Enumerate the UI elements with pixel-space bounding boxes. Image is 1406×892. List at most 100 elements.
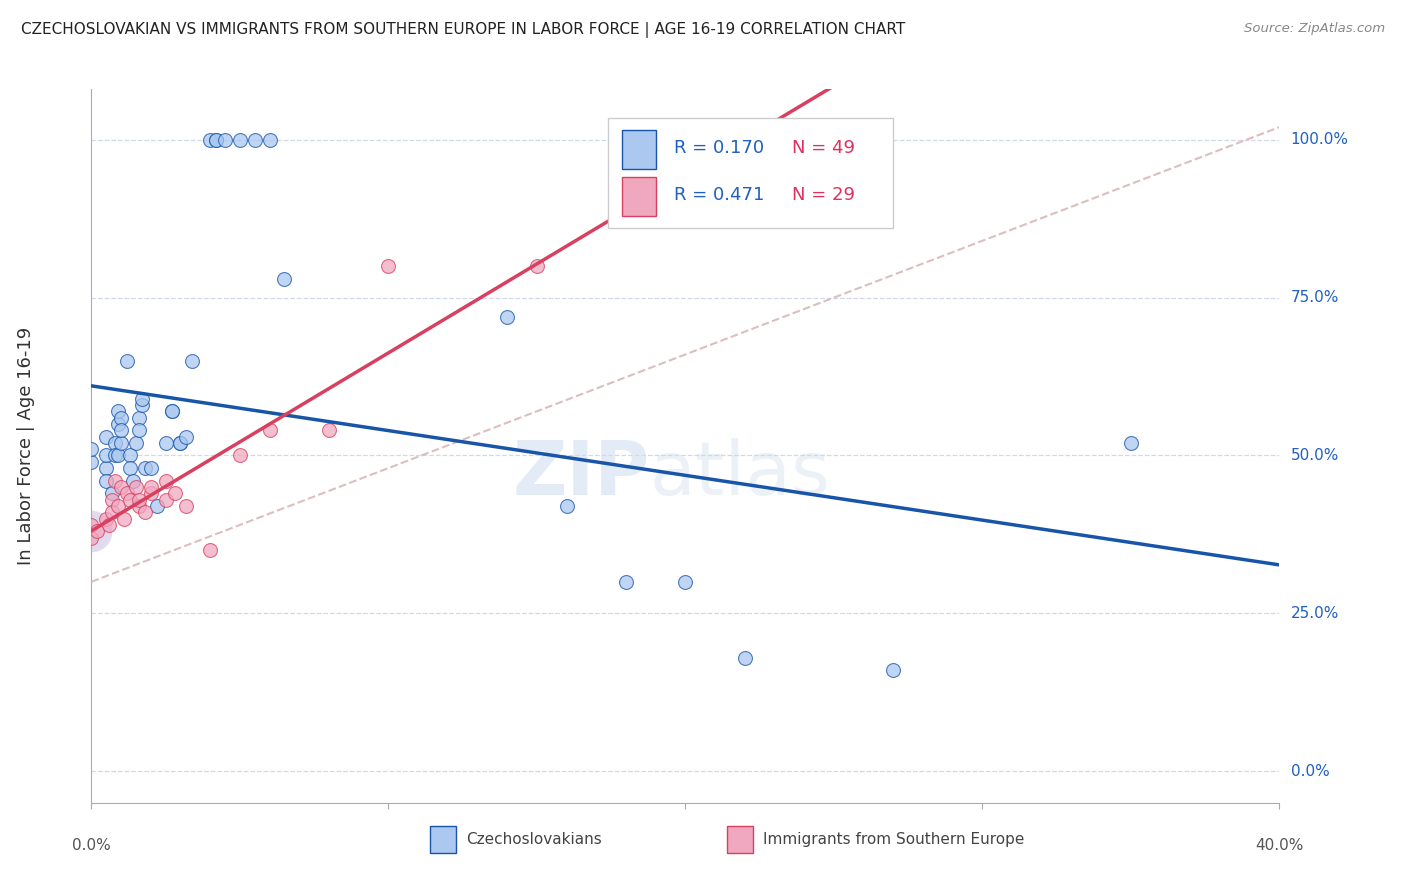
Text: 50.0%: 50.0% xyxy=(1291,448,1339,463)
Point xyxy=(273,271,295,285)
Point xyxy=(115,486,138,500)
Text: R = 0.471: R = 0.471 xyxy=(673,186,763,203)
Point xyxy=(107,449,129,463)
Point xyxy=(205,133,228,147)
Point xyxy=(131,392,153,406)
Point xyxy=(205,133,228,147)
Point xyxy=(163,486,186,500)
Text: N = 29: N = 29 xyxy=(793,186,855,203)
Point xyxy=(98,517,121,532)
Point xyxy=(110,435,132,450)
Point xyxy=(101,505,124,519)
Text: 0.0%: 0.0% xyxy=(1291,764,1329,779)
Point xyxy=(107,404,129,418)
Point xyxy=(128,423,150,437)
Point xyxy=(101,492,124,507)
Text: 25.0%: 25.0% xyxy=(1291,606,1339,621)
Point xyxy=(134,461,156,475)
Text: R = 0.170: R = 0.170 xyxy=(673,139,763,157)
Point xyxy=(80,455,103,469)
Point xyxy=(145,499,167,513)
Point xyxy=(259,423,281,437)
Point xyxy=(496,310,519,324)
Point xyxy=(118,461,141,475)
Point xyxy=(1119,435,1142,450)
Point xyxy=(139,461,162,475)
Text: Source: ZipAtlas.com: Source: ZipAtlas.com xyxy=(1244,22,1385,36)
Text: 0.0%: 0.0% xyxy=(72,838,111,853)
Point xyxy=(200,133,222,147)
FancyBboxPatch shape xyxy=(727,826,754,853)
Point xyxy=(134,505,156,519)
Point xyxy=(96,474,118,488)
Point xyxy=(128,492,150,507)
Point xyxy=(139,486,162,500)
FancyBboxPatch shape xyxy=(609,118,893,228)
Point xyxy=(526,259,548,273)
Text: Czechoslovakians: Czechoslovakians xyxy=(465,831,602,847)
Point xyxy=(80,517,103,532)
Point xyxy=(169,435,191,450)
Point xyxy=(112,511,135,525)
Point xyxy=(673,574,696,589)
Point xyxy=(80,531,103,545)
Point xyxy=(200,543,222,558)
Point xyxy=(107,499,129,513)
Point xyxy=(115,353,138,368)
Point xyxy=(110,423,132,437)
Point xyxy=(80,524,103,539)
Point xyxy=(155,435,177,450)
FancyBboxPatch shape xyxy=(430,826,456,853)
Point xyxy=(104,435,127,450)
Point xyxy=(131,398,153,412)
Point xyxy=(176,499,198,513)
Point xyxy=(110,410,132,425)
Point xyxy=(229,449,252,463)
Point xyxy=(96,511,118,525)
Point xyxy=(155,474,177,488)
Point xyxy=(176,429,198,443)
Point xyxy=(101,486,124,500)
Point xyxy=(214,133,236,147)
Text: atlas: atlas xyxy=(650,438,831,511)
Text: N = 49: N = 49 xyxy=(793,139,855,157)
Point xyxy=(96,461,118,475)
Point xyxy=(80,442,103,457)
Point xyxy=(128,410,150,425)
Point xyxy=(125,480,148,494)
Text: Immigrants from Southern Europe: Immigrants from Southern Europe xyxy=(762,831,1024,847)
Point xyxy=(107,417,129,431)
FancyBboxPatch shape xyxy=(623,130,655,169)
Point xyxy=(139,480,162,494)
Text: In Labor Force | Age 16-19: In Labor Force | Age 16-19 xyxy=(17,326,35,566)
Point xyxy=(104,449,127,463)
Point xyxy=(243,133,266,147)
Point xyxy=(259,133,281,147)
Point xyxy=(118,449,141,463)
Point xyxy=(555,499,578,513)
Point xyxy=(86,524,108,539)
Point xyxy=(882,663,904,677)
Point xyxy=(229,133,252,147)
Text: ZIP: ZIP xyxy=(513,438,650,511)
Point xyxy=(125,435,148,450)
Point xyxy=(169,435,191,450)
Point xyxy=(96,449,118,463)
Point xyxy=(122,474,145,488)
Point xyxy=(160,404,183,418)
Text: CZECHOSLOVAKIAN VS IMMIGRANTS FROM SOUTHERN EUROPE IN LABOR FORCE | AGE 16-19 CO: CZECHOSLOVAKIAN VS IMMIGRANTS FROM SOUTH… xyxy=(21,22,905,38)
Text: 40.0%: 40.0% xyxy=(1256,838,1303,853)
Point xyxy=(104,474,127,488)
Point xyxy=(96,429,118,443)
FancyBboxPatch shape xyxy=(623,177,655,216)
Point xyxy=(160,404,183,418)
Point xyxy=(734,650,756,665)
Point xyxy=(155,492,177,507)
Point xyxy=(118,492,141,507)
Point xyxy=(318,423,340,437)
Text: 75.0%: 75.0% xyxy=(1291,290,1339,305)
Text: 100.0%: 100.0% xyxy=(1291,132,1348,147)
Point xyxy=(110,480,132,494)
Point xyxy=(181,353,204,368)
Point xyxy=(377,259,399,273)
